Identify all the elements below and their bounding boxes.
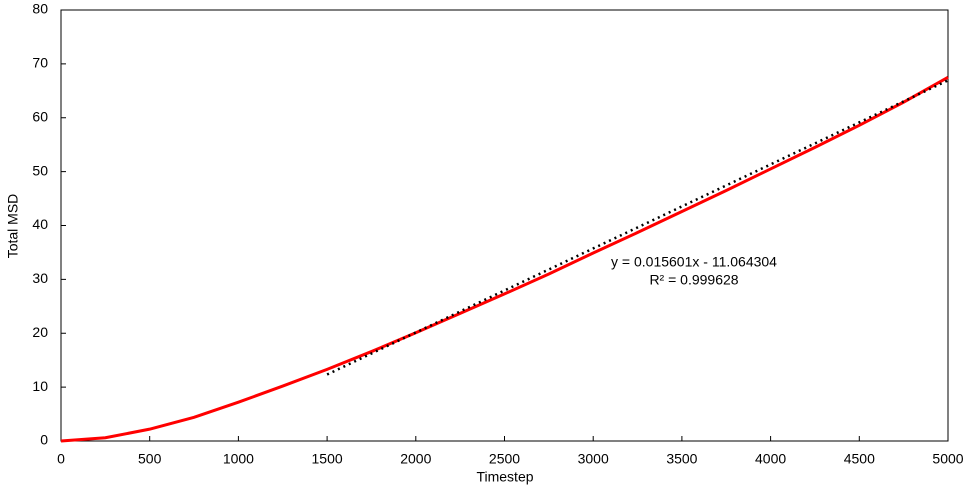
- x-tick-label: 3500: [666, 451, 697, 467]
- y-tick-label: 20: [32, 324, 48, 340]
- y-tick-label: 70: [32, 55, 48, 71]
- x-axis-label: Timestep: [476, 469, 533, 485]
- y-tick-label: 40: [32, 216, 48, 232]
- y-tick-label: 10: [32, 378, 48, 394]
- trend-line: [326, 79, 949, 376]
- data-line: [60, 76, 949, 443]
- x-tick-label: 3000: [578, 451, 609, 467]
- trend-equation: y = 0.015601x - 11.064304: [611, 254, 777, 270]
- y-axis-label: Total MSD: [5, 194, 21, 259]
- x-tick-label: 4500: [844, 451, 875, 467]
- y-tick-label: 30: [32, 270, 48, 286]
- x-tick-label: 4000: [755, 451, 786, 467]
- x-tick-label: 2500: [489, 451, 520, 467]
- trend-r-squared: R² = 0.999628: [649, 272, 738, 288]
- y-tick-label: 60: [32, 108, 48, 124]
- x-tick-label: 5000: [932, 451, 963, 467]
- x-tick-label: 1500: [312, 451, 343, 467]
- y-tick-label: 0: [40, 432, 48, 448]
- plot-frame: [60, 9, 949, 442]
- y-tick-label: 50: [32, 162, 48, 178]
- x-tick-label: 1000: [223, 451, 254, 467]
- x-tick-label: 2000: [400, 451, 431, 467]
- x-tick-label: 500: [138, 451, 162, 467]
- x-tick-label: 0: [57, 451, 65, 467]
- y-tick-label: 80: [32, 1, 48, 17]
